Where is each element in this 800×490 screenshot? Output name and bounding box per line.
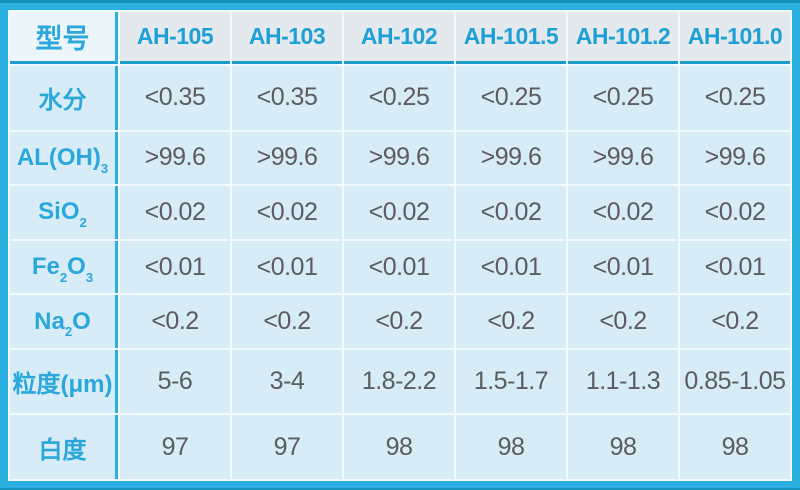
table-body: 水分 <0.35 <0.35 <0.25 <0.25 <0.25 <0.25 AL(OH)3 >… xyxy=(10,66,790,479)
value-cell: <0.01 xyxy=(568,240,678,294)
value-cell: <0.01 xyxy=(344,240,454,294)
value-cell: <0.2 xyxy=(120,295,230,348)
value-cell: <0.01 xyxy=(232,240,342,294)
value-cell: >99.6 xyxy=(456,131,566,185)
table-row: 水分 <0.35 <0.35 <0.25 <0.25 <0.25 <0.25 xyxy=(10,66,790,130)
value-cell: 97 xyxy=(120,415,230,479)
table-background: 型号 AH-105 AH-103 AH-102 AH-101.5 AH-101.2 AH-1… xyxy=(8,10,792,481)
value-cell: <0.25 xyxy=(344,66,454,130)
value-cell: <0.35 xyxy=(232,66,342,130)
column-header-ah-105: AH-105 xyxy=(120,12,230,64)
column-header-ah-103: AH-103 xyxy=(232,12,342,64)
table-row: AL(OH)3 >99.6 >99.6 >99.6 >99.6 >99.6 >99.6 xyxy=(10,131,790,185)
table-row: 白度 97 97 98 98 98 98 xyxy=(10,415,790,479)
value-cell: <0.01 xyxy=(456,240,566,294)
value-cell: <0.02 xyxy=(568,186,678,239)
value-cell: <0.02 xyxy=(120,186,230,239)
value-cell: <0.01 xyxy=(680,240,790,294)
value-cell: <0.02 xyxy=(232,186,342,239)
table-row: 粒度(μm) 5-6 3-4 1.8-2.2 1.5-1.7 1.1-1.3 0.85-1.… xyxy=(10,349,790,414)
value-cell: <0.25 xyxy=(456,66,566,130)
row-header: 白度 xyxy=(10,415,118,479)
column-header-ah-101.5: AH-101.5 xyxy=(456,12,566,64)
row-header: Na2O xyxy=(10,295,118,348)
value-cell: <0.01 xyxy=(120,240,230,294)
value-cell: 1.1-1.3 xyxy=(568,349,678,414)
value-cell: <0.02 xyxy=(680,186,790,239)
value-cell: 3-4 xyxy=(232,349,342,414)
value-cell: 98 xyxy=(680,415,790,479)
value-cell: <0.25 xyxy=(568,66,678,130)
value-cell: >99.6 xyxy=(232,131,342,185)
value-cell: <0.02 xyxy=(344,186,454,239)
row-header: 水分 xyxy=(10,66,118,130)
value-cell: 5-6 xyxy=(120,349,230,414)
value-cell: 0.85-1.05 xyxy=(680,349,790,414)
row-header: SiO2 xyxy=(10,186,118,239)
corner-header: 型号 xyxy=(10,12,118,64)
value-cell: >99.6 xyxy=(344,131,454,185)
table-row: Na2O <0.2 <0.2 <0.2 <0.2 <0.2 <0.2 xyxy=(10,295,790,348)
header-row: 型号 AH-105 AH-103 AH-102 AH-101.5 AH-101.2 AH-1… xyxy=(10,12,790,64)
value-cell: 1.5-1.7 xyxy=(456,349,566,414)
value-cell: <0.2 xyxy=(568,295,678,348)
value-cell: 98 xyxy=(568,415,678,479)
spec-table: 型号 AH-105 AH-103 AH-102 AH-101.5 AH-101.2 AH-1… xyxy=(8,10,792,481)
value-cell: <0.35 xyxy=(120,66,230,130)
value-cell: <0.02 xyxy=(456,186,566,239)
value-cell: <0.2 xyxy=(680,295,790,348)
table-row: SiO2 <0.02 <0.02 <0.02 <0.02 <0.02 <0.02 xyxy=(10,186,790,239)
table-row: Fe2O3 <0.01 <0.01 <0.01 <0.01 <0.01 <0.01 xyxy=(10,240,790,294)
value-cell: <0.2 xyxy=(344,295,454,348)
column-header-ah-101.0: AH-101.0 xyxy=(680,12,790,64)
value-cell: 1.8-2.2 xyxy=(344,349,454,414)
value-cell: >99.6 xyxy=(680,131,790,185)
column-header-ah-101.2: AH-101.2 xyxy=(568,12,678,64)
value-cell: <0.2 xyxy=(456,295,566,348)
table-header: 型号 AH-105 AH-103 AH-102 AH-101.5 AH-101.2 AH-1… xyxy=(10,12,790,64)
value-cell: 97 xyxy=(232,415,342,479)
value-cell: <0.25 xyxy=(680,66,790,130)
row-header: AL(OH)3 xyxy=(10,131,118,185)
value-cell: 98 xyxy=(344,415,454,479)
column-header-ah-102: AH-102 xyxy=(344,12,454,64)
value-cell: 98 xyxy=(456,415,566,479)
value-cell: <0.2 xyxy=(232,295,342,348)
row-header: 粒度(μm) xyxy=(10,349,118,414)
value-cell: >99.6 xyxy=(568,131,678,185)
row-header: Fe2O3 xyxy=(10,240,118,294)
value-cell: >99.6 xyxy=(120,131,230,185)
